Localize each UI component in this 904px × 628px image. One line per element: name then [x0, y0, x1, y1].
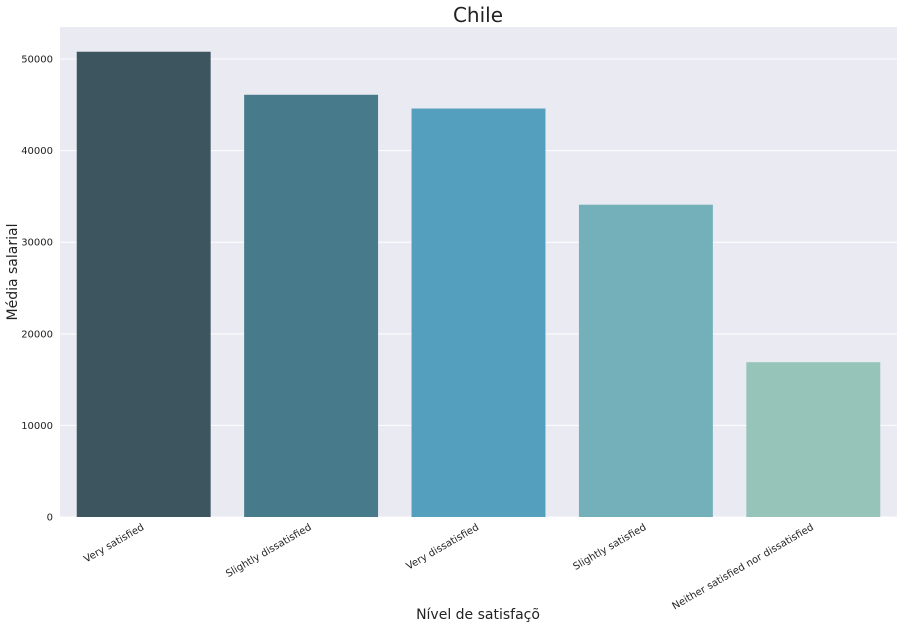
bar [244, 94, 379, 518]
x-tick-label: Slightly dissatisfied [224, 522, 313, 580]
x-tick-labels: Very satisfied Slightly dissatisfied Very … [82, 522, 816, 612]
x-tick-label: Neither satisfied nor dissatisfied [670, 522, 815, 612]
bars [76, 51, 881, 518]
bar [411, 108, 546, 518]
y-axis-label: Média salarial [5, 224, 21, 321]
y-tick-labels: 0 10000 20000 30000 40000 50000 [21, 55, 53, 524]
bar [578, 204, 713, 517]
chart-title: Chile [453, 3, 503, 27]
bar [76, 51, 211, 517]
x-axis-label: Nível de satisfaçõ [416, 607, 540, 623]
x-tick-label: Very satisfied [82, 522, 146, 565]
y-tick-label: 40000 [21, 146, 53, 157]
bar [746, 362, 881, 517]
y-tick-label: 0 [47, 513, 53, 524]
y-tick-label: 50000 [21, 55, 53, 66]
x-tick-label: Slightly satisfied [572, 522, 649, 573]
y-tick-label: 10000 [21, 421, 53, 432]
y-tick-label: 30000 [21, 238, 53, 249]
y-tick-label: 20000 [21, 329, 53, 340]
x-tick-label: Very dissatisfied [405, 522, 481, 572]
